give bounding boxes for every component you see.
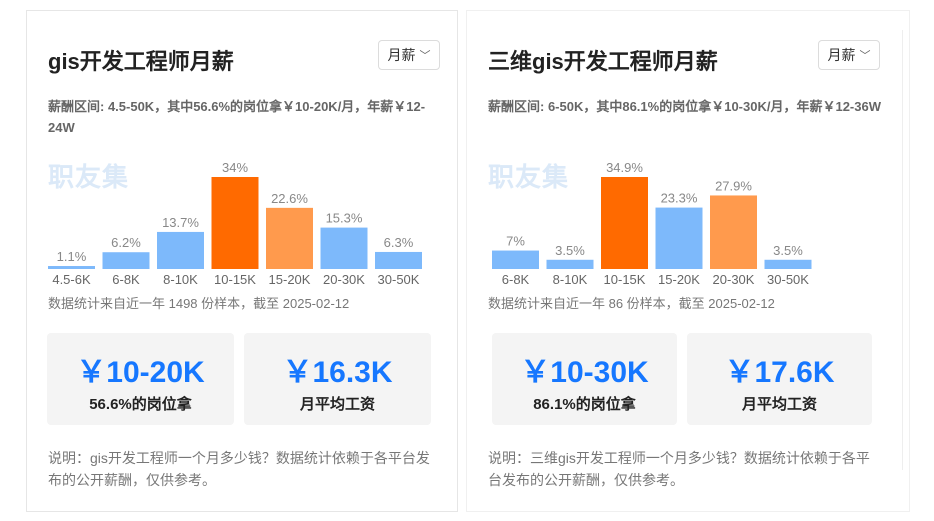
bar-15-20K [655, 207, 703, 269]
watermark-logo: 职友集 [48, 162, 130, 192]
bar-8-10K [546, 259, 594, 269]
salary-bar-chart: 7% 6-8K 3.5% 8-10K 34.9% 10-15K 23.3% 15-20K 27.… [492, 160, 812, 287]
bar-20-30K [320, 227, 368, 269]
watermark-logo: 职友集 [488, 162, 570, 192]
bar-value-label: 22.6% [271, 191, 308, 206]
category-tick-label: 20-30K [713, 272, 755, 287]
category-tick-label: 6-8K [502, 272, 530, 287]
category-tick-label: 10-15K [214, 272, 256, 287]
bar-value-label: 6.2% [111, 235, 141, 250]
dropdown-label: 月薪 [387, 47, 416, 63]
bar-10-15K [601, 177, 648, 269]
category-tick-label: 8-10K [163, 272, 198, 287]
stat-value: ￥10-20K [76, 356, 205, 389]
category-tick-label: 20-30K [323, 272, 365, 287]
bar-4.5-6K [48, 266, 95, 269]
bar-value-label: 27.9% [715, 178, 752, 193]
category-tick-label: 30-50K [767, 272, 809, 287]
card-title: gis开发工程师月薪 [48, 49, 234, 74]
category-tick-label: 15-20K [658, 272, 700, 287]
data-source-text: 数据统计来自近一年 1498 份样本，截至 2025-02-12 [48, 296, 350, 311]
bar-30-50K [375, 251, 422, 269]
category-tick-label: 4.5-6K [52, 272, 91, 287]
bar-value-label: 34.9% [606, 160, 643, 175]
category-tick-label: 30-50K [378, 272, 420, 287]
disclaimer-note: 说明：gis开发工程师一个月多少钱？数据统计依赖于各平台发布的公开薪酬，仅供参考… [48, 450, 430, 488]
stat-value: ￥10-30K [520, 356, 649, 389]
bar-value-label: 13.7% [162, 215, 199, 230]
bar-10-15K [211, 177, 259, 269]
stat-label: 86.1%的岗位拿 [533, 396, 636, 413]
card-title: 三维gis开发工程师月薪 [488, 49, 718, 74]
category-tick-label: 8-10K [553, 272, 588, 287]
category-tick-label: 6-8K [112, 272, 140, 287]
stat-box-range: ￥10-30K 86.1%的岗位拿 [492, 333, 677, 425]
bar-8-10K [157, 231, 204, 269]
stat-label: 月平均工资 [741, 396, 817, 413]
stat-label: 56.6%的岗位拿 [89, 396, 192, 413]
stat-value: ￥17.6K [724, 356, 835, 389]
bar-6-8K [492, 250, 539, 269]
bar-value-label: 3.5% [773, 243, 803, 258]
stat-box-range: ￥10-20K 56.6%的岗位拿 [47, 333, 234, 425]
disclaimer-note: 说明：三维gis开发工程师一个月多少钱？数据统计依赖于各平台发布的公开薪酬，仅供… [488, 450, 870, 488]
data-source-text: 数据统计来自近一年 86 份样本，截至 2025-02-12 [488, 296, 775, 311]
salary-range-text: 薪酬区间: 4.5-50K，其中56.6%的岗位拿￥10-20K/月，年薪￥12… [48, 99, 426, 135]
chevron-down-icon: ﹀ [859, 50, 871, 62]
stat-label: 月平均工资 [299, 396, 375, 413]
bar-30-50K [764, 259, 812, 269]
stat-box-average: ￥17.6K 月平均工资 [687, 333, 872, 425]
period-dropdown[interactable]: 月薪 ﹀ [378, 40, 440, 70]
bar-value-label: 23.3% [661, 191, 698, 206]
bar-value-label: 3.5% [555, 243, 585, 258]
category-tick-label: 10-15K [604, 272, 646, 287]
salary-card-3d-gis: 三维gis开发工程师月薪 月薪 ﹀ 薪酬区间: 6-50K，其中86.1%的岗位… [466, 10, 910, 512]
bar-value-label: 6.3% [384, 235, 414, 250]
bar-value-label: 15.3% [326, 211, 363, 226]
salary-card-gis: gis开发工程师月薪 月薪 ﹀ 薪酬区间: 4.5-50K，其中56.6%的岗位… [26, 10, 458, 512]
divider [902, 30, 903, 470]
bar-value-label: 1.1% [57, 249, 87, 264]
category-tick-label: 15-20K [269, 272, 311, 287]
bar-20-30K [710, 195, 757, 269]
bar-6-8K [102, 252, 150, 269]
bar-value-label: 7% [506, 234, 525, 249]
stat-value: ￥16.3K [282, 356, 393, 389]
salary-bar-chart: 1.1% 4.5-6K 6.2% 6-8K 13.7% 8-10K 34% 10-15K 22.… [48, 160, 422, 287]
bar-15-20K [266, 207, 313, 269]
bar-value-label: 34% [222, 160, 248, 175]
chevron-down-icon: ﹀ [419, 50, 431, 62]
salary-range-text: 薪酬区间: 6-50K，其中86.1%的岗位拿￥10-30K/月，年薪￥12-3… [488, 99, 881, 114]
stat-box-average: ￥16.3K 月平均工资 [244, 333, 431, 425]
dropdown-label: 月薪 [827, 47, 856, 63]
period-dropdown[interactable]: 月薪 ﹀ [818, 40, 880, 70]
